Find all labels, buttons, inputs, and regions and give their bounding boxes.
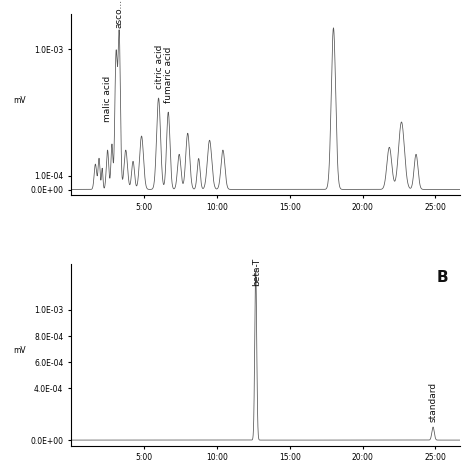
Text: citric acid: citric acid (155, 44, 164, 89)
Y-axis label: mV: mV (13, 96, 26, 105)
Text: malic acid: malic acid (103, 76, 112, 122)
Text: standard: standard (428, 382, 438, 422)
Text: fumaric acid: fumaric acid (164, 46, 173, 103)
Text: B: B (437, 270, 448, 285)
Text: asco...: asco... (115, 0, 124, 28)
Y-axis label: mV: mV (13, 346, 26, 355)
Text: beta-T: beta-T (252, 258, 261, 286)
